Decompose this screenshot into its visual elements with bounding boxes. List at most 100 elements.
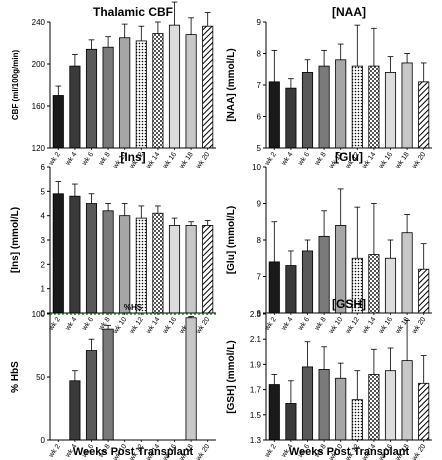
- y-tick-label: 0: [41, 309, 46, 318]
- x-tick-label: wk 8: [313, 151, 328, 168]
- y-tick-label: 7: [257, 81, 262, 90]
- y-tick-label: 8: [257, 236, 262, 245]
- bar-wk-18: [401, 62, 413, 149]
- y-axis-label: [Glu] (mmol/L): [226, 206, 237, 274]
- x-tick-label: wk 16: [377, 316, 394, 336]
- x-tick-label: wk 6: [297, 316, 312, 333]
- x-tick-label: wk 10: [328, 316, 345, 336]
- bar-wk-12: [135, 217, 147, 314]
- bar-wk-12: [351, 399, 363, 441]
- x-tick-label: wk 20: [195, 316, 212, 336]
- bar-wk-20: [418, 382, 430, 441]
- x-tick-label: wk 12: [344, 316, 361, 336]
- y-tick-label: 5: [41, 187, 46, 196]
- bar-wk-14: [152, 212, 164, 314]
- x-tick-label: wk 8: [97, 151, 112, 168]
- x-tick-label: wk 12: [128, 316, 145, 336]
- y-tick-label: 0: [41, 436, 46, 445]
- bar-wk-18: [185, 317, 197, 441]
- y-tick-label: 1.7: [250, 386, 262, 395]
- y-tick-label: 3: [41, 236, 46, 245]
- x-tick-label: wk 16: [161, 151, 178, 171]
- y-axis-label: [GSH] (mmol/L): [226, 340, 237, 413]
- bar-wk-16: [384, 370, 397, 441]
- y-tick-label: 10: [252, 163, 261, 172]
- x-tick-label: wk 14: [361, 151, 378, 171]
- x-tick-label: wk 8: [313, 316, 328, 333]
- bar-wk-20: [202, 25, 214, 149]
- bar-wk-18: [185, 224, 197, 314]
- x-tick-label: wk 6: [297, 151, 312, 168]
- x-tick-label: wk 2: [47, 443, 62, 460]
- bar-wk-4: [285, 403, 297, 441]
- y-tick-label: 1.3: [250, 436, 262, 445]
- chart-title: [Ins]: [120, 150, 145, 164]
- bar-wk-10: [119, 37, 131, 149]
- y-tick-label: 2.3: [250, 310, 262, 319]
- y-tick-label: 240: [32, 18, 46, 27]
- x-tick-label: wk 6: [81, 316, 96, 333]
- bar-wk-14: [368, 65, 380, 149]
- chart-panel-1: Thalamic CBF 120 160 200 240 wk 2 wk 4 wk 6 wk 8…: [11, 1, 216, 171]
- x-tick-label: wk 4: [280, 151, 295, 168]
- bar-wk-10: [335, 59, 347, 149]
- x-tick-label: wk 4: [64, 151, 79, 168]
- bar-wk-10: [119, 215, 131, 314]
- x-tick-label: wk 18: [394, 151, 411, 171]
- bar-wk-16: [168, 224, 181, 314]
- bar-wk-2: [52, 95, 64, 149]
- y-tick-label: 8: [257, 50, 262, 59]
- y-tick-label: 160: [32, 102, 46, 111]
- bar-wk-16: [384, 72, 397, 149]
- x-axis-label: Weeks Post Transplant: [289, 446, 410, 458]
- x-tick-label: wk 18: [394, 316, 411, 336]
- bar-wk-18: [401, 360, 413, 441]
- y-tick-label: 50: [36, 373, 45, 382]
- bar-wk-14: [152, 33, 164, 149]
- y-axis-label: [NAA] (mmol/L): [226, 48, 237, 121]
- y-tick-label: 1.5: [250, 411, 262, 420]
- chart-annotation: %HS: [124, 303, 143, 312]
- bar-wk-4: [69, 195, 81, 314]
- x-tick-label: wk 2: [47, 151, 62, 168]
- bar-wk-2: [52, 193, 64, 314]
- x-tick-label: wk 20: [195, 443, 212, 460]
- y-tick-label: 6: [257, 113, 262, 122]
- x-tick-label: wk 14: [145, 151, 162, 171]
- chart-title: [Glu]: [335, 150, 363, 164]
- y-tick-label: 120: [32, 144, 46, 153]
- x-tick-label: wk 6: [81, 151, 96, 168]
- bar-wk-6: [301, 72, 314, 149]
- chart-title: Thalamic CBF: [93, 5, 173, 19]
- y-tick-label: 200: [32, 60, 46, 69]
- x-tick-label: wk 14: [361, 316, 378, 336]
- bar-wk-4: [69, 65, 81, 149]
- bar-wk-4: [285, 87, 297, 149]
- y-tick-label: 1.9: [250, 360, 262, 369]
- bar-wk-14: [368, 374, 380, 441]
- chart-title: [NAA]: [332, 5, 366, 19]
- bar-wk-8: [318, 235, 330, 314]
- bar-wk-2: [268, 261, 280, 314]
- bar-wk-12: [135, 40, 147, 149]
- bar-wk-20: [418, 268, 430, 314]
- bar-wk-6: [85, 48, 98, 149]
- y-tick-label: 100: [32, 310, 46, 319]
- y-tick-label: 9: [257, 18, 262, 27]
- bar-wk-8: [318, 65, 330, 149]
- bar-wk-20: [418, 81, 430, 149]
- y-axis-label: CBF (ml/100g/min): [11, 50, 20, 121]
- bar-wk-8: [318, 369, 330, 441]
- bar-wk-18: [185, 34, 197, 149]
- x-tick-label: wk 2: [263, 443, 278, 460]
- bar-wk-8: [102, 210, 114, 314]
- bar-wk-16: [384, 257, 397, 314]
- x-tick-label: wk 2: [263, 151, 278, 168]
- y-tick-label: 5: [257, 144, 262, 153]
- y-axis-label: [Ins] (mmol/L): [10, 207, 21, 273]
- x-tick-label: wk 18: [178, 151, 195, 171]
